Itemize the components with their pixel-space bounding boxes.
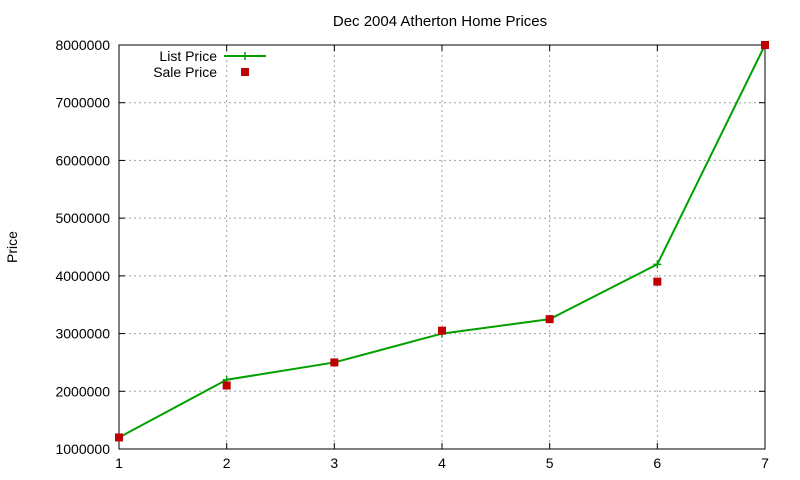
data-point	[761, 41, 769, 49]
series-sale-price	[115, 41, 769, 442]
legend-cross-swatch	[241, 52, 249, 60]
legend-label: Sale Price	[153, 64, 217, 80]
legend-square-swatch	[241, 68, 249, 76]
y-tick-label: 6000000	[55, 152, 110, 168]
y-tick-label: 2000000	[55, 383, 110, 399]
y-tick-label: 3000000	[55, 326, 110, 342]
y-tick-label: 1000000	[55, 441, 110, 457]
x-tick-label: 2	[223, 455, 231, 471]
x-tick-label: 5	[546, 455, 554, 471]
series	[115, 41, 769, 442]
y-axis-label: Price	[4, 231, 20, 263]
x-tick-label: 4	[438, 455, 446, 471]
data-point	[653, 277, 662, 286]
y-tick-label: 8000000	[55, 37, 110, 53]
data-point	[115, 433, 123, 442]
x-tick-label: 3	[330, 455, 338, 471]
axis-ticks: 1 2 3 4 5 6 7 1000000 2000000 3000000 4000000 50000…	[55, 37, 769, 471]
data-point	[653, 260, 662, 269]
grid	[119, 45, 765, 449]
x-tick-label: 7	[761, 455, 769, 471]
legend-label: List Price	[159, 48, 217, 64]
data-point	[330, 358, 339, 367]
y-tick-label: 5000000	[55, 210, 110, 226]
x-tick-label: 1	[115, 455, 123, 471]
data-point	[438, 326, 446, 335]
x-tick-label: 6	[653, 455, 661, 471]
data-point	[222, 381, 231, 390]
y-tick-label: 7000000	[55, 95, 110, 111]
chart-title: Dec 2004 Atherton Home Prices	[333, 13, 547, 30]
data-point	[545, 315, 554, 324]
y-tick-label: 4000000	[55, 268, 110, 284]
